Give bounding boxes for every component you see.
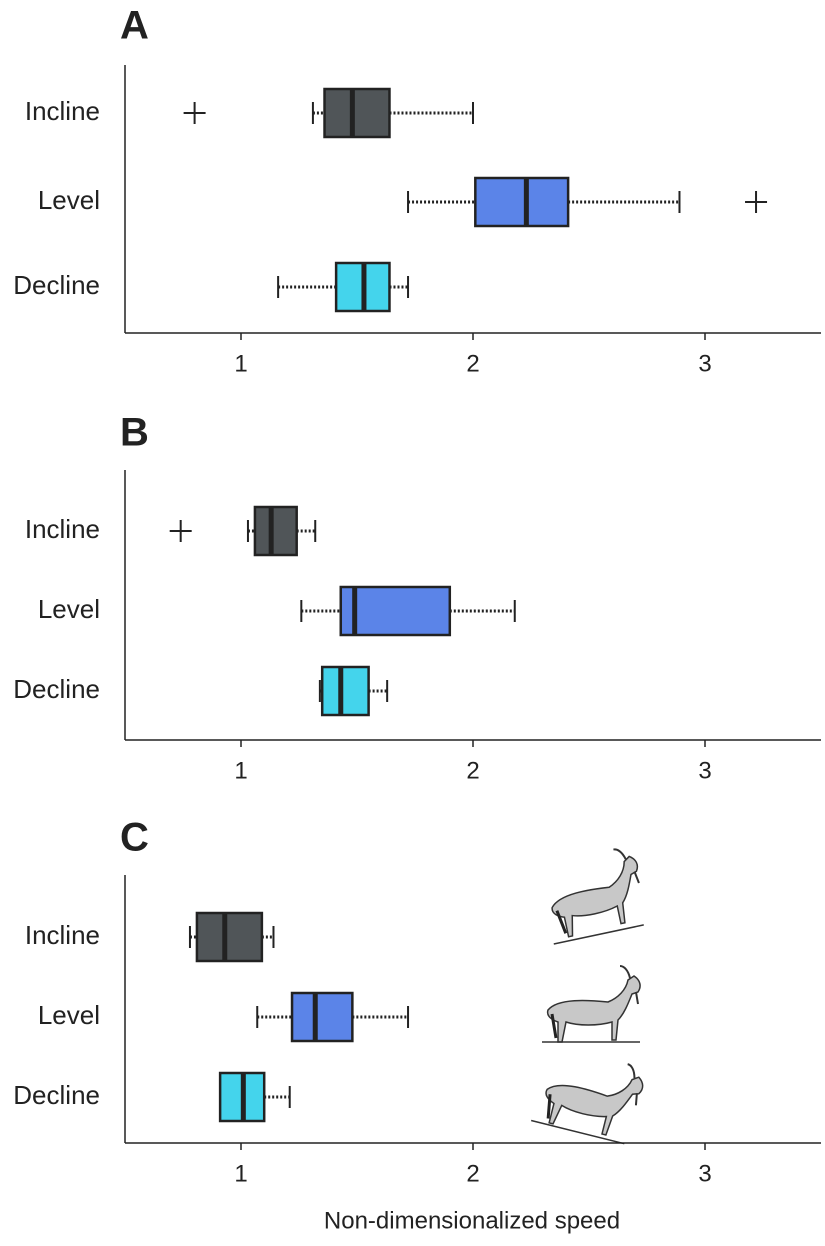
category-label: Level [38,1000,100,1030]
goat-decline [530,1045,649,1145]
x-tick-label: 3 [698,350,711,377]
panel-title: A [120,4,149,48]
x-tick-label: 2 [466,1160,479,1187]
panel-title: C [120,816,149,860]
x-tick-label: 1 [234,757,247,784]
box [339,585,452,637]
box [195,911,264,963]
category-label: Decline [13,1080,100,1110]
x-tick-label: 1 [234,1160,247,1187]
x-tick-label: 3 [698,757,711,784]
box [474,176,570,228]
category-label: Incline [25,514,100,544]
panel-title: B [120,411,149,455]
box [253,505,298,557]
outlier [169,520,192,542]
category-label: Incline [25,920,100,950]
outlier [745,191,768,213]
x-tick-label: 2 [466,350,479,377]
box [290,991,354,1043]
category-label: Level [38,185,100,215]
category-label: Decline [13,674,100,704]
box [320,665,370,717]
category-label: Level [38,594,100,624]
goat-incline [541,843,651,945]
x-tick-label: 3 [698,1160,711,1187]
box [323,87,391,139]
x-axis-label: Non-dimensionalized speed [324,1207,620,1234]
outlier [183,102,206,124]
goat-level [542,964,642,1044]
x-tick-label: 1 [234,350,247,377]
category-label: Incline [25,96,100,126]
x-tick-label: 2 [466,757,479,784]
category-label: Decline [13,270,100,300]
